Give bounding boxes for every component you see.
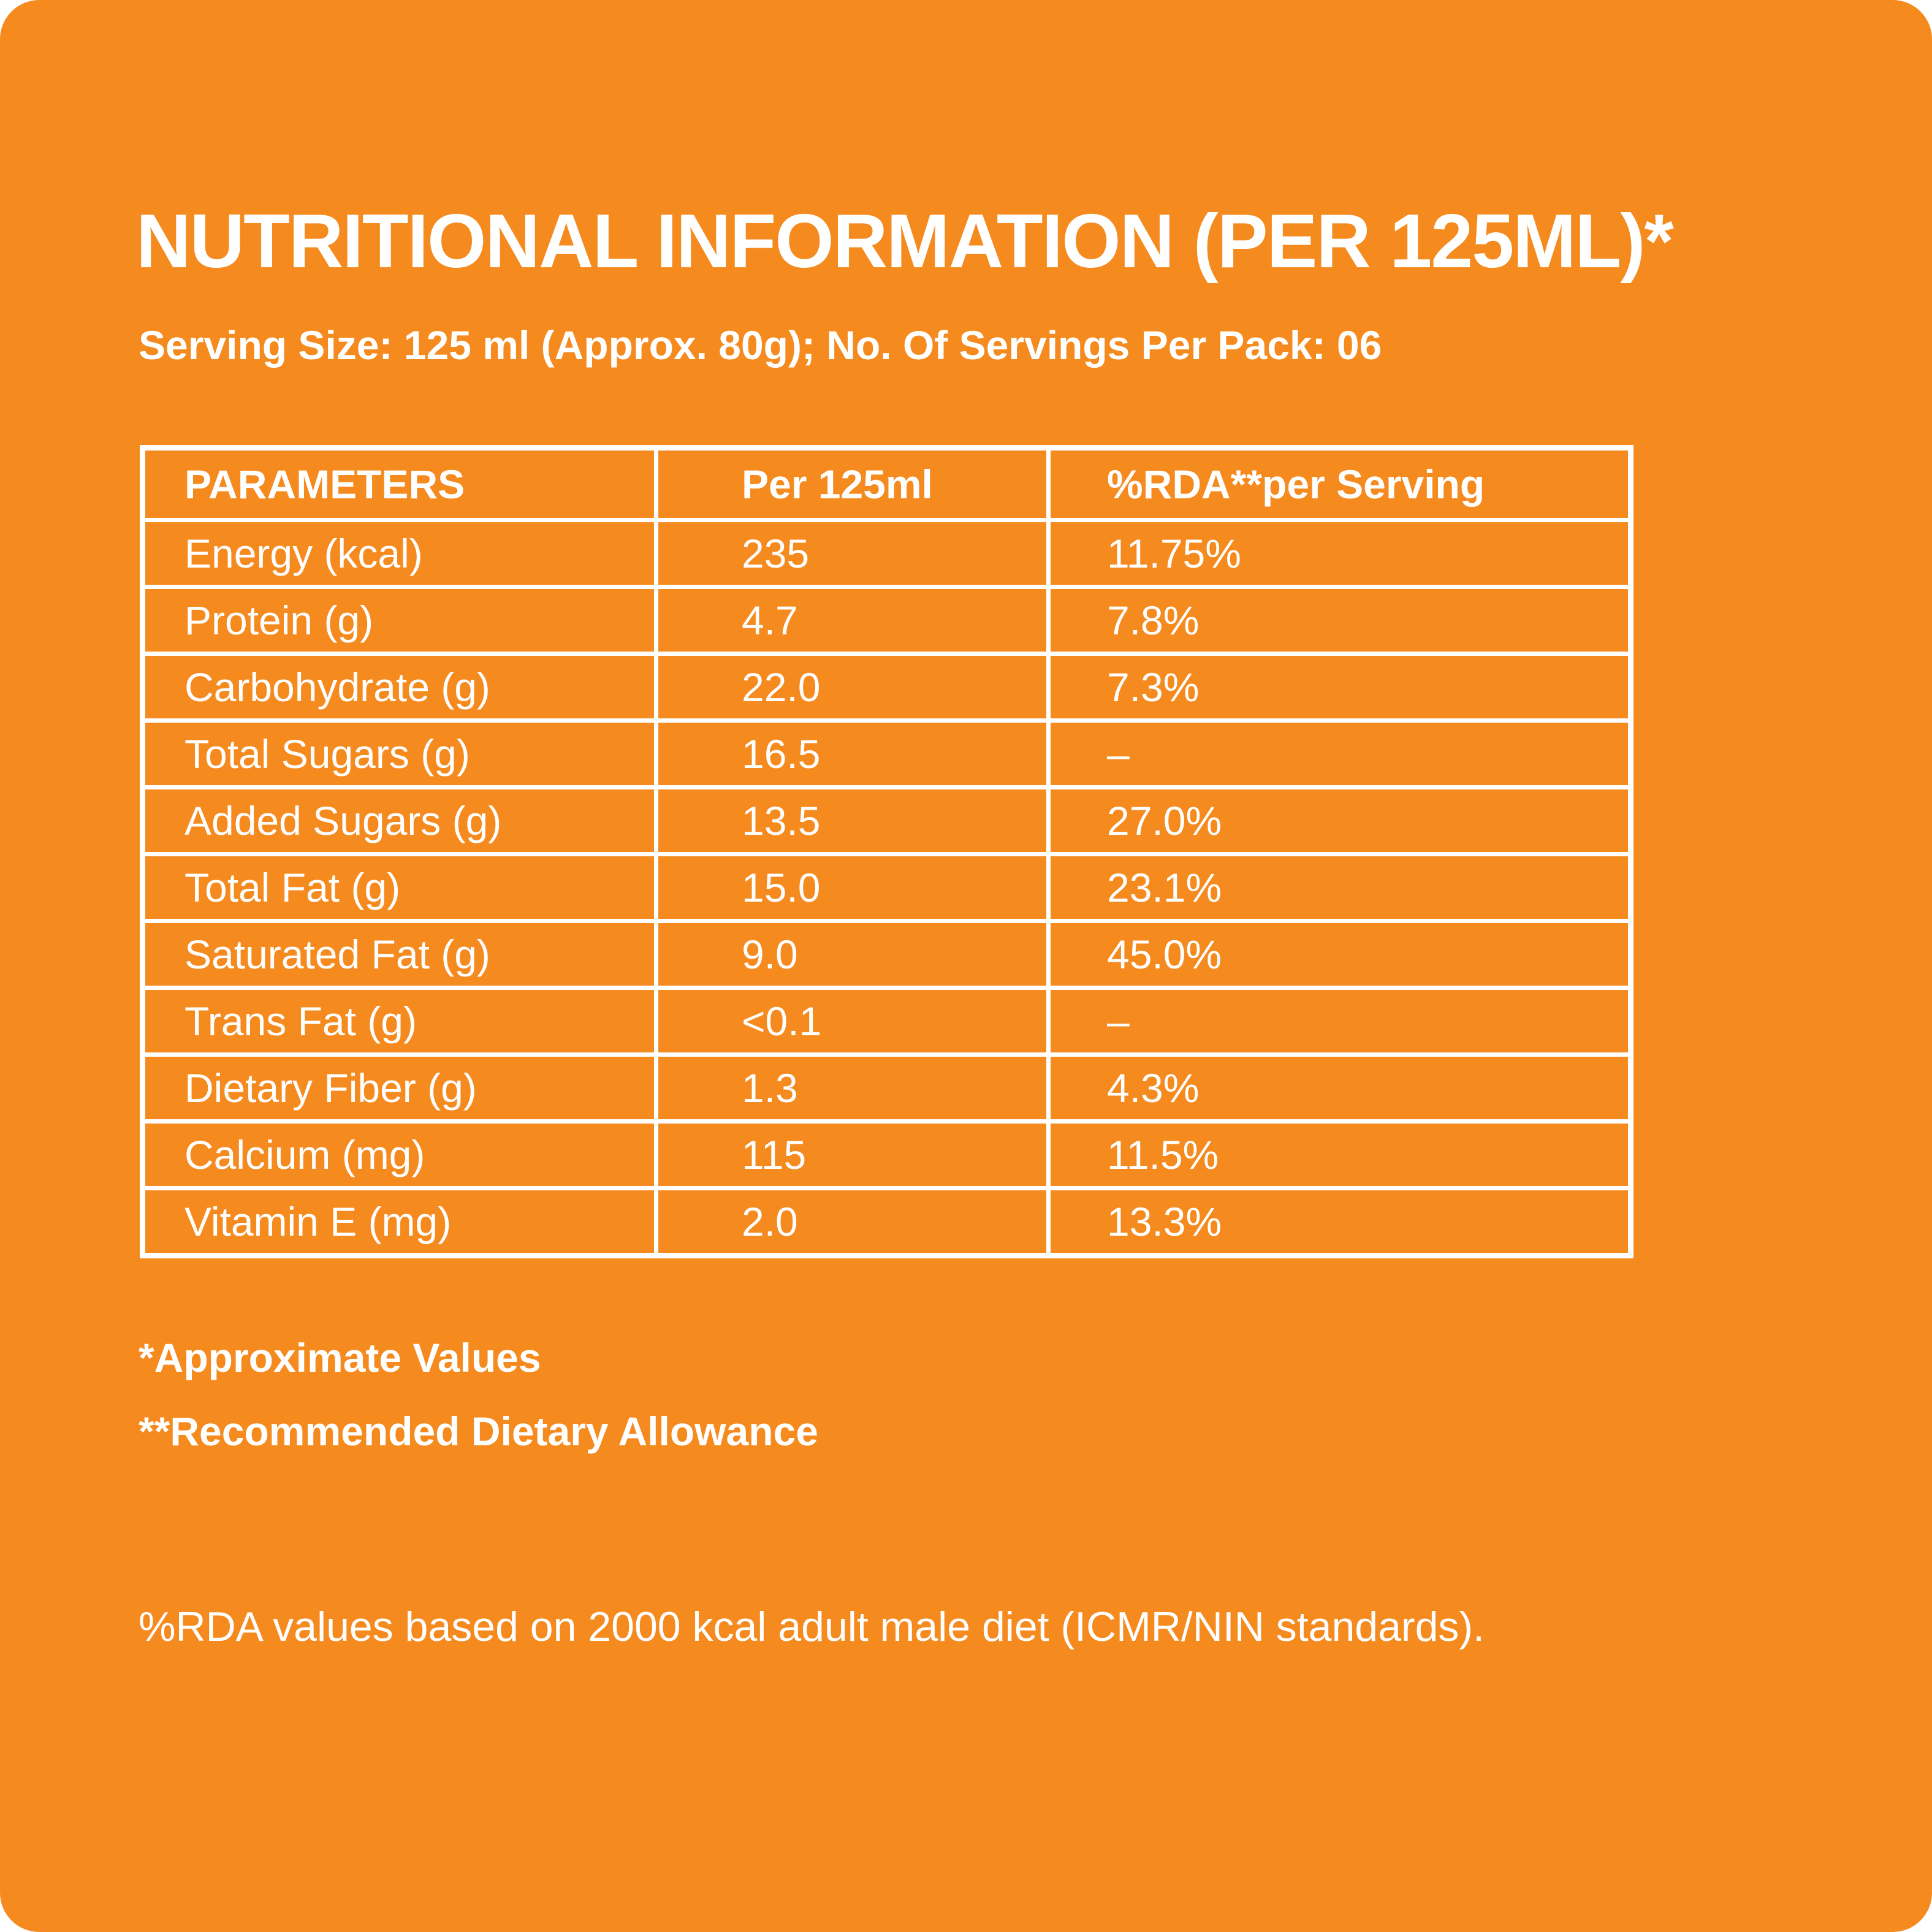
- parameter-cell: Total Sugars (g): [140, 718, 658, 789]
- amount-cell: 13.5: [654, 785, 1051, 856]
- column-header-rda: %RDA**per Serving: [1046, 446, 1633, 522]
- amount-cell: 115: [654, 1119, 1051, 1190]
- parameter-cell: Saturated Fat (g): [140, 919, 658, 990]
- amount-cell: 15.0: [654, 852, 1051, 923]
- parameter-cell: Energy (kcal): [140, 518, 658, 589]
- table-row: Dietary Fiber (g) 1.3 4.3%: [140, 1052, 1633, 1124]
- table-row: Vitamin E (mg) 2.0 13.3%: [140, 1186, 1633, 1258]
- amount-cell: 16.5: [654, 718, 1051, 789]
- column-header-per-125ml: Per 125ml: [654, 446, 1051, 522]
- amount-cell: 1.3: [654, 1052, 1051, 1124]
- rda-cell: 45.0%: [1046, 919, 1633, 990]
- table-row: Total Sugars (g) 16.5 –: [140, 718, 1633, 789]
- amount-cell: 4.7: [654, 585, 1051, 656]
- rda-cell: 11.75%: [1046, 518, 1633, 589]
- parameter-cell: Dietary Fiber (g): [140, 1052, 658, 1124]
- column-header-parameters: PARAMETERS: [140, 446, 658, 522]
- table-row: Protein (g) 4.7 7.8%: [140, 585, 1633, 656]
- amount-cell: 22.0: [654, 652, 1051, 723]
- parameter-cell: Added Sugars (g): [140, 785, 658, 856]
- parameter-cell: Total Fat (g): [140, 852, 658, 923]
- rda-cell: 11.5%: [1046, 1119, 1633, 1190]
- parameter-cell: Carbohydrate (g): [140, 652, 658, 723]
- table-row: Calcium (mg) 115 11.5%: [140, 1119, 1633, 1190]
- rda-cell: 7.8%: [1046, 585, 1633, 656]
- footnote-approximate: *Approximate Values: [139, 1335, 541, 1380]
- table-row: Saturated Fat (g) 9.0 45.0%: [140, 919, 1633, 990]
- rda-cell: –: [1046, 718, 1633, 789]
- serving-size-text: Serving Size: 125 ml (Approx. 80g); No. …: [139, 322, 1382, 368]
- table-row: Total Fat (g) 15.0 23.1%: [140, 852, 1633, 923]
- footnote-rda: **Recommended Dietary Allowance: [139, 1409, 818, 1454]
- page-title: NUTRITIONAL INFORMATION (PER 125ML)*: [136, 199, 1674, 284]
- table-row: Energy (kcal) 235 11.75%: [140, 518, 1633, 589]
- rda-cell: 4.3%: [1046, 1052, 1633, 1124]
- rda-cell: 23.1%: [1046, 852, 1633, 923]
- rda-cell: 7.3%: [1046, 652, 1633, 723]
- parameter-cell: Vitamin E (mg): [140, 1186, 658, 1258]
- rda-cell: 27.0%: [1046, 785, 1633, 856]
- amount-cell: 2.0: [654, 1186, 1051, 1258]
- table-row: Carbohydrate (g) 22.0 7.3%: [140, 652, 1633, 723]
- parameter-cell: Protein (g): [140, 585, 658, 656]
- rda-cell: 13.3%: [1046, 1186, 1633, 1258]
- amount-cell: 9.0: [654, 919, 1051, 990]
- nutrition-table: PARAMETERS Per 125ml %RDA**per Serving E…: [140, 445, 1633, 1258]
- rda-basis-note: %RDA values based on 2000 kcal adult mal…: [139, 1603, 1485, 1650]
- table-row: Added Sugars (g) 13.5 27.0%: [140, 785, 1633, 856]
- rda-cell: –: [1046, 986, 1633, 1057]
- parameter-cell: Trans Fat (g): [140, 986, 658, 1057]
- amount-cell: <0.1: [654, 986, 1051, 1057]
- table-header-row: PARAMETERS Per 125ml %RDA**per Serving: [140, 446, 1633, 522]
- parameter-cell: Calcium (mg): [140, 1119, 658, 1190]
- amount-cell: 235: [654, 518, 1051, 589]
- table-row: Trans Fat (g) <0.1 –: [140, 986, 1633, 1057]
